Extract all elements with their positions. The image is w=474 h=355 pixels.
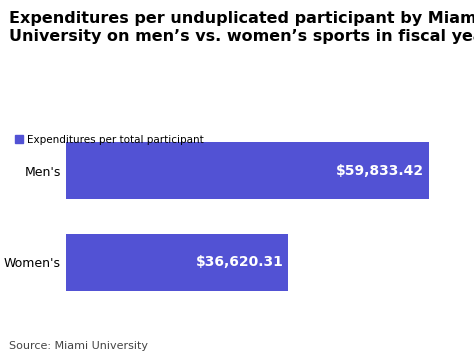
Bar: [66, 234, 288, 291]
Text: Source: Miami University: Source: Miami University: [9, 342, 148, 351]
Text: Expenditures per unduplicated participant by Miami
University on men’s vs. women: Expenditures per unduplicated participan…: [9, 11, 474, 44]
Text: $59,833.42: $59,833.42: [336, 164, 424, 178]
Legend: Expenditures per total participant: Expenditures per total participant: [15, 135, 204, 145]
Text: $36,620.31: $36,620.31: [196, 255, 284, 269]
Bar: [66, 142, 428, 199]
